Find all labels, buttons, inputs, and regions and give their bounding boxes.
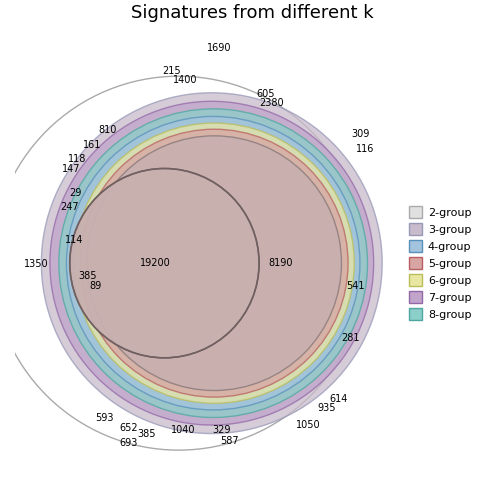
Text: 593: 593 [95,413,113,423]
Text: 614: 614 [329,395,347,405]
Circle shape [67,116,360,410]
Circle shape [59,109,367,417]
Text: 118: 118 [68,154,86,164]
Text: 1690: 1690 [207,43,231,53]
Text: 114: 114 [66,235,84,245]
Text: 652: 652 [119,423,138,433]
Text: 810: 810 [98,124,117,135]
Text: 281: 281 [341,333,360,343]
Text: 1040: 1040 [171,425,196,435]
Text: 1050: 1050 [295,420,320,430]
Circle shape [41,93,382,433]
Text: 309: 309 [352,130,370,140]
Text: 693: 693 [120,438,138,448]
Text: 1400: 1400 [172,75,197,85]
Circle shape [50,101,373,425]
Text: 161: 161 [83,140,102,150]
Text: 8190: 8190 [268,258,293,268]
Text: 2380: 2380 [260,98,284,108]
Text: 385: 385 [78,272,97,281]
Title: Signatures from different k: Signatures from different k [131,4,373,22]
Text: 29: 29 [70,188,82,198]
Circle shape [80,129,348,397]
Text: 329: 329 [212,425,230,435]
Text: 89: 89 [90,281,102,291]
Circle shape [87,136,342,391]
Text: 215: 215 [162,67,181,77]
Text: 1350: 1350 [24,259,49,269]
Text: 605: 605 [256,89,275,99]
Text: 247: 247 [60,202,79,212]
Circle shape [70,168,259,358]
Text: 147: 147 [62,164,81,174]
Legend: 2-group, 3-group, 4-group, 5-group, 6-group, 7-group, 8-group: 2-group, 3-group, 4-group, 5-group, 6-gr… [409,207,471,320]
Text: 587: 587 [220,435,238,446]
Text: 935: 935 [318,403,336,413]
Text: 19200: 19200 [140,258,170,268]
Circle shape [74,123,354,403]
Circle shape [0,76,365,450]
Text: 385: 385 [138,428,156,438]
Text: 116: 116 [356,144,375,154]
Text: 541: 541 [346,281,364,291]
